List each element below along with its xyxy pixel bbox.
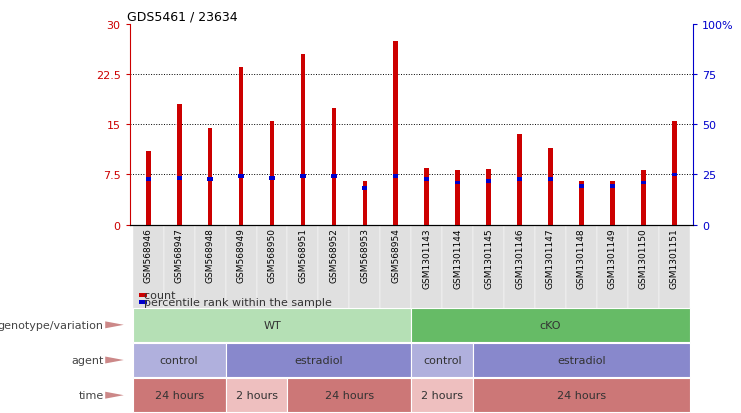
Text: cKO: cKO bbox=[539, 320, 561, 330]
Bar bbox=[597, 225, 628, 413]
Bar bbox=[579, 182, 584, 225]
Bar bbox=[146, 152, 150, 225]
Text: WT: WT bbox=[263, 320, 281, 330]
Bar bbox=[442, 225, 473, 413]
Bar bbox=[548, 178, 553, 182]
Bar bbox=[517, 135, 522, 225]
Text: control: control bbox=[160, 355, 199, 365]
Bar bbox=[425, 169, 429, 225]
Text: control: control bbox=[423, 355, 462, 365]
Bar bbox=[393, 41, 398, 225]
Polygon shape bbox=[105, 392, 124, 399]
Bar bbox=[671, 173, 677, 177]
Text: 2 hours: 2 hours bbox=[421, 390, 463, 400]
Bar bbox=[641, 181, 646, 185]
Bar bbox=[300, 175, 305, 178]
Bar bbox=[456, 170, 460, 225]
Polygon shape bbox=[105, 357, 124, 363]
Bar bbox=[177, 105, 182, 225]
Bar bbox=[380, 225, 411, 413]
Bar bbox=[641, 170, 645, 225]
Bar bbox=[579, 185, 584, 188]
Text: agent: agent bbox=[71, 355, 104, 365]
Text: percentile rank within the sample: percentile rank within the sample bbox=[137, 297, 332, 307]
Text: genotype/variation: genotype/variation bbox=[0, 320, 104, 330]
Bar bbox=[455, 181, 460, 185]
Bar bbox=[288, 225, 319, 413]
Bar bbox=[176, 176, 182, 180]
Bar bbox=[659, 225, 690, 413]
Bar bbox=[486, 170, 491, 225]
Bar bbox=[195, 225, 225, 413]
Bar bbox=[548, 148, 553, 225]
Bar bbox=[133, 225, 164, 413]
Bar bbox=[270, 176, 275, 180]
Bar bbox=[331, 175, 336, 178]
Bar bbox=[504, 225, 535, 413]
Bar bbox=[225, 225, 256, 413]
Bar bbox=[207, 178, 213, 182]
Bar bbox=[610, 185, 615, 188]
Bar bbox=[672, 121, 677, 225]
Bar bbox=[270, 121, 274, 225]
Bar bbox=[535, 225, 566, 413]
Bar bbox=[256, 225, 288, 413]
Bar bbox=[362, 182, 367, 225]
Bar bbox=[331, 108, 336, 225]
Bar bbox=[349, 225, 380, 413]
Bar bbox=[473, 225, 504, 413]
Polygon shape bbox=[105, 322, 124, 328]
Text: 24 hours: 24 hours bbox=[325, 390, 374, 400]
Bar bbox=[207, 128, 213, 225]
Text: 2 hours: 2 hours bbox=[236, 390, 278, 400]
Bar bbox=[319, 225, 349, 413]
Bar bbox=[146, 178, 151, 182]
Bar bbox=[393, 175, 399, 178]
Bar bbox=[424, 178, 429, 182]
Bar bbox=[239, 68, 243, 225]
Text: estradiol: estradiol bbox=[557, 355, 605, 365]
Text: 24 hours: 24 hours bbox=[557, 390, 606, 400]
Bar bbox=[411, 225, 442, 413]
Bar bbox=[610, 182, 615, 225]
Bar bbox=[486, 180, 491, 183]
Bar bbox=[566, 225, 597, 413]
Bar bbox=[301, 55, 305, 225]
Bar bbox=[628, 225, 659, 413]
Bar bbox=[517, 178, 522, 182]
Text: 24 hours: 24 hours bbox=[155, 390, 204, 400]
Bar bbox=[164, 225, 195, 413]
Text: time: time bbox=[79, 390, 104, 400]
Text: count: count bbox=[137, 291, 176, 301]
Bar bbox=[362, 187, 368, 190]
Text: estradiol: estradiol bbox=[294, 355, 343, 365]
Text: GDS5461 / 23634: GDS5461 / 23634 bbox=[127, 11, 237, 24]
Bar bbox=[239, 175, 244, 178]
